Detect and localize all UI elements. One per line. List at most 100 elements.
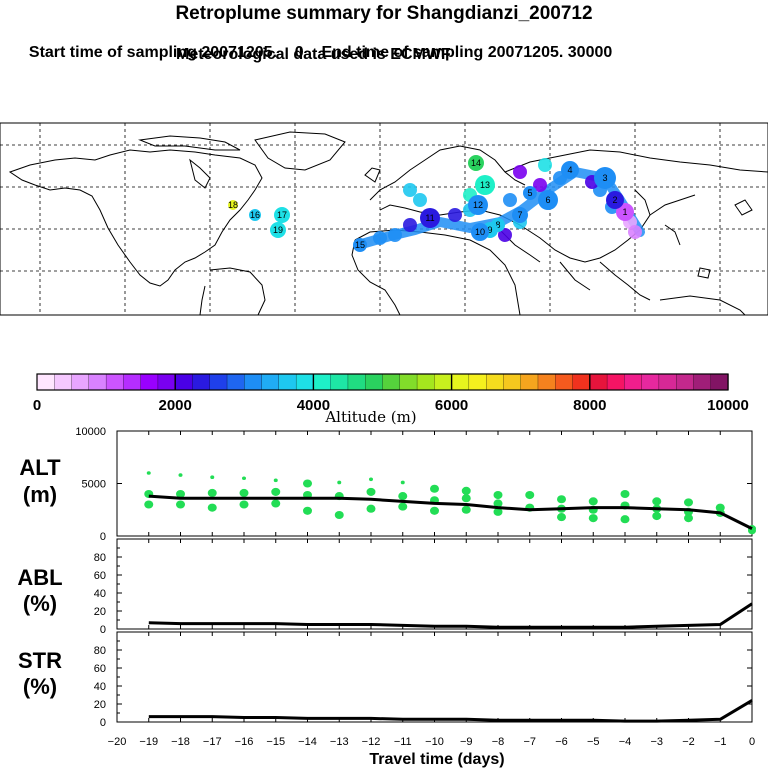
- plume-label-6: 6: [545, 195, 550, 205]
- colorbar-cell: [71, 373, 90, 391]
- colorbar-cell: [347, 373, 366, 391]
- colorbar-cell: [555, 373, 574, 391]
- colorbar-cell: [330, 373, 349, 391]
- colorbar-cell: [140, 373, 159, 391]
- x-tick-label: −3: [650, 736, 663, 748]
- plume-label-2: 2: [612, 195, 617, 205]
- map-frame: [0, 122, 768, 316]
- panel-title-str: (%): [23, 674, 57, 699]
- x-tick-label: −1: [714, 736, 727, 748]
- colorbar-label: Altitude (m): [324, 408, 416, 426]
- colorbar-cell: [365, 373, 384, 391]
- colorbar-cell: [382, 373, 401, 391]
- x-tick-label: −9: [460, 736, 473, 748]
- scatter-point: [652, 512, 662, 521]
- plume-blob: [403, 183, 417, 197]
- colorbar-cell: [693, 373, 712, 391]
- colorbar-cell: [192, 373, 211, 391]
- scatter-point: [176, 489, 185, 499]
- y-tick-label: 40: [94, 588, 106, 600]
- plume-blob: [498, 228, 512, 242]
- plume-marker-14: [468, 155, 484, 171]
- plume-marker-15: [353, 238, 367, 252]
- scatter-point: [398, 492, 408, 501]
- panel-title-alt: (m): [23, 482, 57, 507]
- scatter-point: [239, 500, 249, 509]
- plume-label-19: 19: [273, 225, 283, 235]
- scatter-point: [337, 480, 342, 485]
- panel-frame: [116, 538, 753, 630]
- plume-marker-18: [228, 200, 238, 210]
- plume-label-13: 13: [480, 180, 490, 190]
- plume-label-10: 10: [475, 227, 485, 237]
- colorbar-cell: [313, 373, 332, 391]
- colorbar-cell: [676, 373, 695, 391]
- scatter-point: [273, 478, 278, 483]
- colorbar-tick-label: 6000: [435, 397, 468, 414]
- plume-marker-1: [616, 203, 634, 221]
- colorbar-cell: [572, 373, 591, 391]
- x-tick-label: −17: [203, 736, 222, 748]
- scatter-point: [271, 487, 281, 496]
- plume-marker-12: [468, 195, 488, 215]
- scatter-point: [239, 488, 249, 498]
- time-series-panels: ALT(m)1000050000ABL(%)806040200STR(%)806…: [17, 426, 756, 768]
- scatter-point: [493, 499, 503, 508]
- plume-blob: [403, 218, 417, 232]
- scatter-point: [398, 502, 408, 511]
- y-tick-label: 10000: [75, 426, 106, 438]
- plume-marker-11: [420, 208, 440, 228]
- scatter-point: [303, 479, 312, 488]
- y-tick-label: 0: [100, 531, 106, 543]
- colorbar-tick-label: 0: [33, 397, 41, 414]
- scatter-point: [271, 499, 281, 508]
- colorbar-cell: [520, 373, 539, 391]
- y-tick-label: 20: [94, 606, 106, 618]
- scatter-point: [207, 503, 217, 512]
- colorbar-cell: [244, 373, 263, 391]
- colorbar-cell: [710, 373, 729, 391]
- y-tick-label: 80: [94, 645, 106, 657]
- plume-label-5: 5: [527, 188, 532, 198]
- colorbar-cell: [537, 373, 556, 391]
- plume-label-12: 12: [473, 200, 483, 210]
- plume-blob: [448, 208, 462, 222]
- x-tick-label: −8: [492, 736, 505, 748]
- scatter-point: [369, 477, 373, 482]
- colorbar-cell: [485, 373, 505, 391]
- scatter-point: [684, 498, 693, 507]
- plume-label-11: 11: [425, 213, 434, 223]
- scatter-point: [493, 507, 503, 516]
- plume-label-9: 9: [487, 225, 492, 235]
- scatter-point: [366, 504, 376, 513]
- colorbar-cell: [175, 373, 194, 391]
- x-tick-label: 0: [749, 736, 755, 748]
- plume-label-17: 17: [277, 210, 287, 220]
- scatter-point: [176, 500, 185, 509]
- y-tick-label: 60: [94, 663, 106, 675]
- scatter-point: [303, 506, 312, 515]
- colorbar-cell: [434, 373, 453, 391]
- panel-title-alt: ALT: [19, 455, 61, 480]
- colorbar-cell: [54, 373, 73, 391]
- colorbar-tick-label: 8000: [573, 397, 606, 414]
- scatter-point: [620, 489, 630, 499]
- met-data-note: Meteorological data used is ECMWF: [176, 46, 451, 63]
- scatter-point: [242, 476, 246, 481]
- plume-blob: [538, 158, 552, 172]
- colorbar-tick-label: 10000: [707, 397, 749, 414]
- plume-blob: [388, 228, 402, 242]
- panel-abl: ABL(%) 80 60 40 20 0: [17, 538, 753, 636]
- plume-marker-17: [274, 207, 290, 223]
- panel-title-abl: (%): [23, 591, 57, 616]
- x-axis: −20 −19 −18 −17 −16 −15 −14 −13 −12 −11 −10 −9 −8 −7−…: [108, 736, 755, 768]
- colorbar-cell: [105, 373, 125, 391]
- series-line-alt: [148, 494, 753, 530]
- colorbar-frame: [36, 373, 729, 391]
- scatter-point: [652, 497, 662, 506]
- y-tick-label: 0: [100, 624, 106, 636]
- plume-marker-13: [475, 175, 495, 195]
- scatter-point: [178, 473, 183, 477]
